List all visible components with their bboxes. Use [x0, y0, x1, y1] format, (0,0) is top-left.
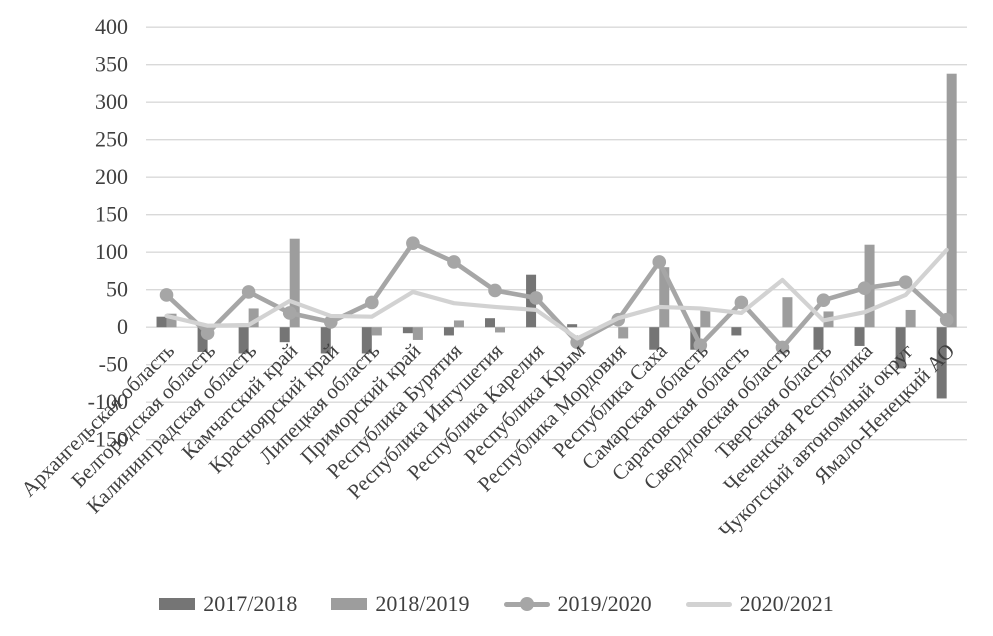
legend-label: 2017/2018 — [203, 591, 298, 616]
svg-text:-150: -150 — [88, 427, 128, 452]
legend-label: 2019/2020 — [557, 591, 652, 616]
svg-text:0: 0 — [117, 314, 128, 339]
legend-bar-swatch-icon — [159, 598, 196, 610]
svg-text:150: 150 — [95, 202, 128, 227]
legend-item-2020-2021: 2020/2021 — [685, 591, 834, 617]
svg-text:350: 350 — [95, 52, 128, 77]
legend-line-swatch-icon — [685, 601, 732, 607]
svg-text:250: 250 — [95, 127, 128, 152]
gridlines — [146, 26, 967, 441]
legend-line-marker-swatch-icon — [503, 597, 550, 611]
legend-item-2017-2018: 2017/2018 — [159, 591, 297, 617]
line-series-2020-2021 — [164, 247, 949, 341]
y-axis-labels: 400 350 300 250 200 150 100 50 0 -50 -100 -150 — [88, 14, 128, 452]
svg-text:400: 400 — [95, 14, 128, 39]
legend-item-2018-2019: 2018/2019 — [331, 591, 470, 617]
svg-text:-100: -100 — [88, 389, 128, 414]
svg-text:200: 200 — [95, 164, 128, 189]
legend-item-2019-2020: 2019/2020 — [503, 591, 652, 617]
legend-label: 2020/2021 — [739, 591, 834, 616]
svg-text:-50: -50 — [99, 352, 128, 377]
legend-bar-swatch-icon — [331, 598, 368, 610]
chart-legend: 2017/2018 2018/2019 2019/2020 2020/2021 — [0, 591, 993, 617]
bar-series-2018-2019 — [166, 73, 957, 340]
line-series-2019-2020 — [159, 236, 954, 355]
legend-label: 2018/2019 — [375, 591, 470, 616]
svg-text:50: 50 — [106, 277, 128, 302]
svg-text:100: 100 — [95, 239, 128, 264]
svg-text:300: 300 — [95, 89, 128, 114]
